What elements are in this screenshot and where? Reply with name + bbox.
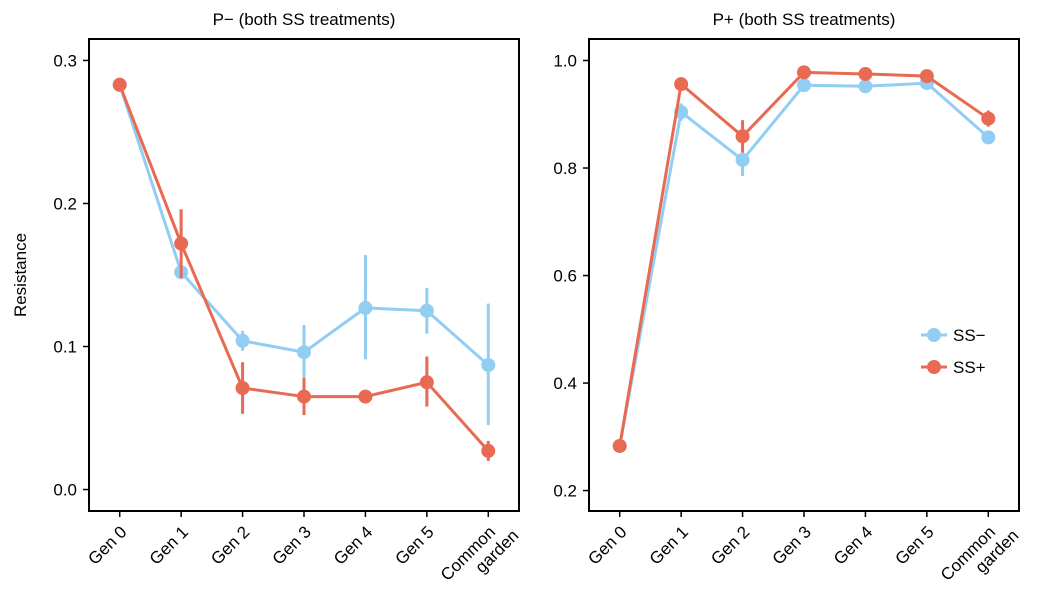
data-point bbox=[735, 152, 750, 167]
x-tick-label-line: Gen 1 bbox=[646, 522, 692, 568]
data-point bbox=[358, 300, 373, 315]
x-tick-label-line: Gen 0 bbox=[584, 522, 630, 568]
x-tick-label-line: Gen 0 bbox=[84, 522, 130, 568]
series-line bbox=[618, 81, 990, 447]
panel-1: P− (both SS treatments) Resistance 0.0 0.1 0… bbox=[11, 10, 523, 598]
data-point bbox=[235, 333, 250, 348]
y-tick-label: 0.4 bbox=[553, 374, 577, 393]
x-tick-label-line: Gen 3 bbox=[769, 522, 815, 568]
x-tick-label: Gen 1 bbox=[646, 522, 692, 568]
x-tick-label: Gen 5 bbox=[892, 522, 938, 568]
y-tick-label: 0.2 bbox=[53, 194, 77, 213]
panel-title: P− (both SS treatments) bbox=[213, 10, 396, 29]
data-point bbox=[297, 389, 311, 404]
series-line bbox=[618, 70, 990, 447]
legend-label: SS+ bbox=[953, 358, 986, 377]
x-tick-label-line: Gen 5 bbox=[892, 522, 938, 568]
data-point bbox=[919, 69, 934, 84]
x-tick-label: Gen 2 bbox=[707, 522, 753, 568]
x-tick-label: Commongarden bbox=[437, 512, 523, 598]
x-tick-label-line: Gen 1 bbox=[146, 522, 192, 568]
data-point bbox=[797, 65, 811, 80]
data-point bbox=[174, 236, 189, 251]
data-point bbox=[112, 77, 127, 92]
x-tick-label-line: Gen 2 bbox=[207, 522, 253, 568]
data-point bbox=[674, 77, 689, 92]
series-ss-plus bbox=[112, 77, 496, 461]
y-tick-label: 0.3 bbox=[53, 51, 77, 70]
x-tick-label: Commongarden bbox=[937, 512, 1023, 598]
panel-title: P+ (both SS treatments) bbox=[713, 10, 896, 29]
data-point bbox=[981, 130, 996, 145]
legend: SS− SS+ bbox=[921, 326, 986, 377]
data-point bbox=[235, 380, 250, 395]
data-point bbox=[797, 78, 811, 93]
x-tick-label-line: Gen 2 bbox=[707, 522, 753, 568]
x-tick-label: Gen 4 bbox=[330, 522, 376, 568]
y-tick-label: 1.0 bbox=[553, 52, 577, 71]
data-point bbox=[481, 358, 496, 373]
legend-swatch-point bbox=[927, 328, 941, 342]
series-ss-minus bbox=[612, 76, 996, 453]
legend-swatch-point bbox=[927, 360, 941, 374]
legend-label: SS− bbox=[953, 326, 986, 345]
x-tick-label: Gen 3 bbox=[769, 522, 815, 568]
x-tick-label: Gen 2 bbox=[207, 522, 253, 568]
plot-frame bbox=[588, 38, 1020, 512]
x-tick-label-line: Gen 5 bbox=[392, 522, 438, 568]
y-tick-label: 0.2 bbox=[553, 482, 577, 501]
data-point bbox=[358, 389, 373, 404]
data-point bbox=[419, 303, 434, 318]
data-point bbox=[858, 79, 873, 94]
y-tick-label: 0.1 bbox=[53, 338, 77, 357]
x-tick-label: Gen 5 bbox=[392, 522, 438, 568]
data-point bbox=[858, 66, 873, 81]
data-point bbox=[481, 443, 496, 458]
y-tick-label: 0.6 bbox=[553, 267, 577, 286]
x-tick-label: Gen 3 bbox=[269, 522, 315, 568]
series-ss-plus bbox=[612, 65, 996, 453]
data-point bbox=[297, 345, 311, 360]
x-tick-label: Gen 0 bbox=[84, 522, 130, 568]
data-point bbox=[612, 438, 627, 453]
y-axis-title: Resistance bbox=[11, 233, 30, 317]
x-tick-label: Gen 4 bbox=[830, 522, 876, 568]
data-point bbox=[419, 375, 434, 390]
y-tick-label: 0.0 bbox=[53, 481, 77, 500]
x-tick-label-line: Gen 3 bbox=[269, 522, 315, 568]
plot-frame bbox=[88, 38, 520, 512]
data-point bbox=[735, 129, 750, 144]
data-point bbox=[981, 111, 996, 126]
panel-2: P+ (both SS treatments) 0.2 0.4 0.6 0.8 1.0 Ge… bbox=[553, 10, 1023, 598]
x-tick-label: Gen 0 bbox=[584, 522, 630, 568]
y-tick-label: 0.8 bbox=[553, 159, 577, 178]
x-tick-label-line: Gen 4 bbox=[330, 522, 376, 568]
x-tick-label: Gen 1 bbox=[146, 522, 192, 568]
series-ss-minus bbox=[112, 77, 496, 426]
x-tick-label-line: Gen 4 bbox=[830, 522, 876, 568]
